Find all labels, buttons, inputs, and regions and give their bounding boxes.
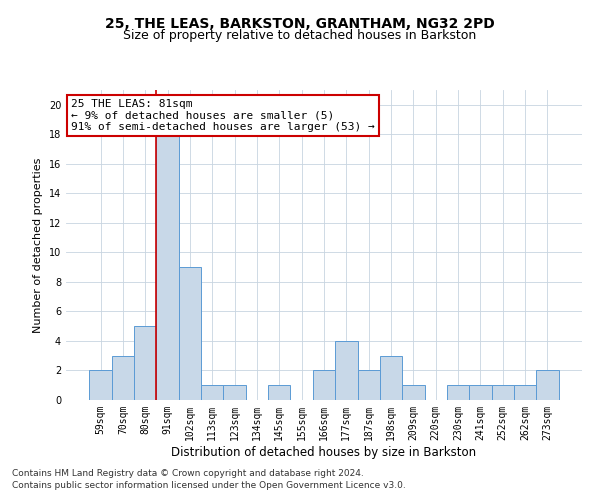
Bar <box>447 385 469 400</box>
Bar <box>335 341 358 400</box>
X-axis label: Distribution of detached houses by size in Barkston: Distribution of detached houses by size … <box>172 446 476 458</box>
Bar <box>268 385 290 400</box>
Bar <box>313 370 335 400</box>
Bar <box>514 385 536 400</box>
Bar <box>89 370 112 400</box>
Bar <box>469 385 491 400</box>
Bar <box>536 370 559 400</box>
Bar <box>179 267 201 400</box>
Bar <box>134 326 157 400</box>
Text: Contains public sector information licensed under the Open Government Licence v3: Contains public sector information licen… <box>12 481 406 490</box>
Y-axis label: Number of detached properties: Number of detached properties <box>33 158 43 332</box>
Bar <box>112 356 134 400</box>
Text: Contains HM Land Registry data © Crown copyright and database right 2024.: Contains HM Land Registry data © Crown c… <box>12 468 364 477</box>
Text: 25, THE LEAS, BARKSTON, GRANTHAM, NG32 2PD: 25, THE LEAS, BARKSTON, GRANTHAM, NG32 2… <box>105 18 495 32</box>
Bar <box>402 385 425 400</box>
Bar <box>491 385 514 400</box>
Bar <box>223 385 246 400</box>
Text: Size of property relative to detached houses in Barkston: Size of property relative to detached ho… <box>124 29 476 42</box>
Text: 25 THE LEAS: 81sqm
← 9% of detached houses are smaller (5)
91% of semi-detached : 25 THE LEAS: 81sqm ← 9% of detached hous… <box>71 100 375 132</box>
Bar <box>358 370 380 400</box>
Bar <box>157 134 179 400</box>
Bar <box>380 356 402 400</box>
Bar <box>201 385 223 400</box>
